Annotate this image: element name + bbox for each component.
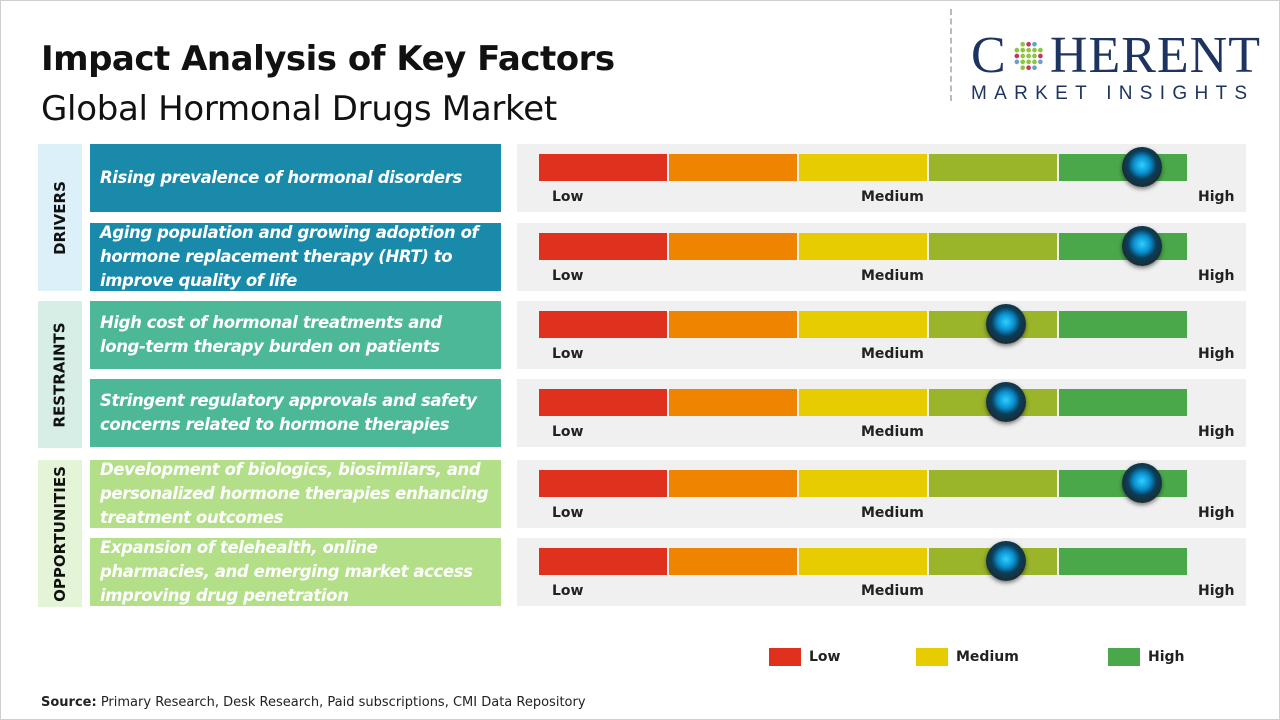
gauge-bar [539,233,1187,260]
scale-high-label: High [1198,268,1235,284]
impact-gauge: Low Medium High [517,379,1246,447]
impact-gauge: Low Medium High [517,538,1246,606]
gauge-segment [539,154,667,181]
gauge-segment [799,389,927,416]
gauge-bar [539,311,1187,338]
legend-swatch-medium [916,648,948,666]
legend-label: Medium [956,649,1019,665]
gauge-segment [1059,389,1187,416]
legend-label: High [1148,649,1185,665]
gauge-segment [1059,311,1187,338]
impact-indicator-knob [1121,463,1162,503]
scale-medium-label: Medium [861,424,924,440]
source-label: Source: [41,695,97,710]
gauge-bar [539,389,1187,416]
factor-text: Development of biologics, biosimilars, a… [100,460,489,527]
scale-high-label: High [1198,189,1235,205]
gauge-segment [929,470,1057,497]
gauge-segment [539,548,667,575]
gauge-segment [669,389,797,416]
impact-gauge: Low Medium High [517,144,1246,212]
gauge-segment [539,389,667,416]
impact-gauge: Low Medium High [517,223,1246,291]
gauge-segment [929,233,1057,260]
globe-icon [1014,41,1043,71]
impact-indicator-knob [1121,147,1162,187]
scale-medium-label: Medium [861,189,924,205]
gauge-segment [799,233,927,260]
scale-low-label: Low [552,424,584,440]
scale-medium-label: Medium [861,268,924,284]
legend-medium: Medium [916,648,1019,666]
scale-high-label: High [1198,505,1235,521]
scale-high-label: High [1198,583,1235,599]
company-logo: C HERENT MARKET INSIGHTS [971,27,1261,105]
factor-box: Expansion of telehealth, online pharmaci… [90,538,501,606]
legend-label: Low [809,649,841,665]
category-label: RESTRAINTS [51,321,70,428]
gauge-segment [539,233,667,260]
factor-box: Aging population and growing adoption of… [90,223,501,291]
gauge-segment [539,311,667,338]
factor-box: Rising prevalence of hormonal disorders [90,144,501,212]
page-title: Impact Analysis of Key Factors [41,39,615,79]
category-label: DRIVERS [51,180,70,255]
category-opportunities: OPPORTUNITIES [38,460,82,607]
scale-low-label: Low [552,189,584,205]
gauge-segment [929,154,1057,181]
factor-box: High cost of hormonal treatments and lon… [90,301,501,369]
scale-low-label: Low [552,346,584,362]
page-subtitle: Global Hormonal Drugs Market [41,89,557,129]
scale-low-label: Low [552,268,584,284]
impact-indicator-knob [985,382,1026,422]
gauge-segment [669,311,797,338]
gauge-bar [539,470,1187,497]
gauge-segment [799,154,927,181]
legend-swatch-high [1108,648,1140,666]
factor-text: Expansion of telehealth, online pharmaci… [100,538,473,605]
scale-medium-label: Medium [861,505,924,521]
scale-high-label: High [1198,424,1235,440]
gauge-bar [539,548,1187,575]
impact-indicator-knob [985,541,1026,581]
category-restraints: RESTRAINTS [38,301,82,448]
scale-high-label: High [1198,346,1235,362]
scale-medium-label: Medium [861,346,924,362]
scale-medium-label: Medium [861,583,924,599]
scale-low-label: Low [552,583,584,599]
gauge-segment [799,548,927,575]
factor-text: High cost of hormonal treatments and lon… [100,313,442,356]
impact-gauge: Low Medium High [517,301,1246,369]
gauge-segment [669,233,797,260]
category-drivers: DRIVERS [38,144,82,291]
legend-swatch-low [769,648,801,666]
factor-box: Stringent regulatory approvals and safet… [90,379,501,447]
gauge-bar [539,154,1187,181]
divider [950,9,952,101]
impact-gauge: Low Medium High [517,460,1246,528]
source-note: Source: Primary Research, Desk Research,… [41,695,586,710]
impact-indicator-knob [985,304,1026,344]
scale-low-label: Low [552,505,584,521]
gauge-segment [669,548,797,575]
gauge-segment [669,470,797,497]
gauge-segment [539,470,667,497]
gauge-segment [669,154,797,181]
factor-box: Development of biologics, biosimilars, a… [90,460,501,528]
legend-high: High [1108,648,1185,666]
gauge-segment [799,311,927,338]
legend-low: Low [769,648,840,666]
source-text: Primary Research, Desk Research, Paid su… [96,695,586,710]
factor-text: Stringent regulatory approvals and safet… [100,391,477,434]
factor-text: Rising prevalence of hormonal disorders [100,168,462,187]
factor-text: Aging population and growing adoption of… [100,223,479,290]
category-label: OPPORTUNITIES [51,465,69,602]
gauge-segment [799,470,927,497]
gauge-segment [1059,548,1187,575]
impact-indicator-knob [1121,226,1162,266]
